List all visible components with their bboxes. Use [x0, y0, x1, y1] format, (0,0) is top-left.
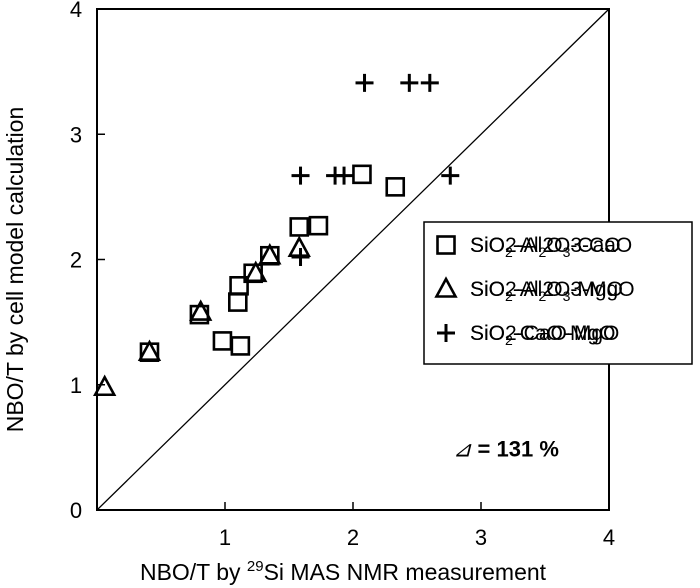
- data-point-plus: [441, 166, 460, 185]
- legend-label: SiO2-Al2O3-MgO: [470, 278, 635, 301]
- legend-label: SiO2-CaO-MgO: [470, 322, 619, 345]
- x-tick-label: 3: [475, 525, 487, 550]
- y-tick-label: 4: [70, 0, 82, 22]
- data-point-square: [352, 164, 372, 185]
- data-point-plus: [291, 166, 310, 185]
- reference-line-layer: [96, 8, 610, 511]
- data-point-triangle: [244, 260, 268, 283]
- y-axis-label: NBO/T by cell model calculation: [2, 107, 28, 433]
- data-point-square: [230, 336, 251, 356]
- x-axis-label: NBO/T by 29Si MAS NMR measurement: [140, 558, 547, 585]
- data-points: [92, 73, 460, 397]
- data-point-square: [229, 276, 249, 296]
- legend-label: SiO2-Al2O3-CaO: [470, 234, 632, 257]
- legend-marker-triangle: [434, 276, 458, 298]
- tick-labels: 1 2 3 4 0 1 2 3 4: [70, 0, 615, 550]
- data-point-square: [228, 292, 248, 312]
- data-point-plus: [400, 73, 419, 92]
- legend-label-rendered: SiO2-Al2O3-MgO: [470, 278, 623, 304]
- y-tick-label: 3: [70, 122, 82, 147]
- y-tick-label: 2: [70, 248, 82, 273]
- data-point-triangle: [258, 243, 282, 265]
- identity-line: [96, 8, 610, 511]
- legend-marker-square: [436, 235, 456, 255]
- y-tick-label: 0: [70, 498, 82, 523]
- data-point-plus: [335, 166, 354, 185]
- legend-marker-plus: [437, 324, 455, 342]
- y-tick-label: 1: [70, 373, 82, 398]
- data-point-square: [289, 217, 310, 237]
- series-plus: [291, 73, 460, 266]
- legend-label-rendered: SiO2-CaO-MgO: [470, 322, 616, 348]
- legend-label-rendered: SiO2-Al2O3-CaO: [470, 234, 621, 260]
- legend-box: [423, 221, 693, 365]
- data-point-triangle: [188, 299, 213, 321]
- x-tick-label: 4: [603, 525, 615, 550]
- x-tick-label: 1: [219, 525, 231, 550]
- data-point-triangle: [92, 374, 117, 397]
- data-point-square: [308, 215, 329, 236]
- data-point-square: [385, 177, 406, 197]
- data-point-triangle: [137, 339, 162, 361]
- series-triangle: [92, 235, 311, 397]
- data-point-plus: [291, 247, 310, 266]
- data-point-plus: [355, 73, 374, 92]
- data-point-square: [212, 331, 233, 351]
- delta-annotation: ⊿ = 131 %: [453, 437, 559, 462]
- data-point-plus: [420, 73, 439, 92]
- x-tick-label: 2: [347, 525, 359, 550]
